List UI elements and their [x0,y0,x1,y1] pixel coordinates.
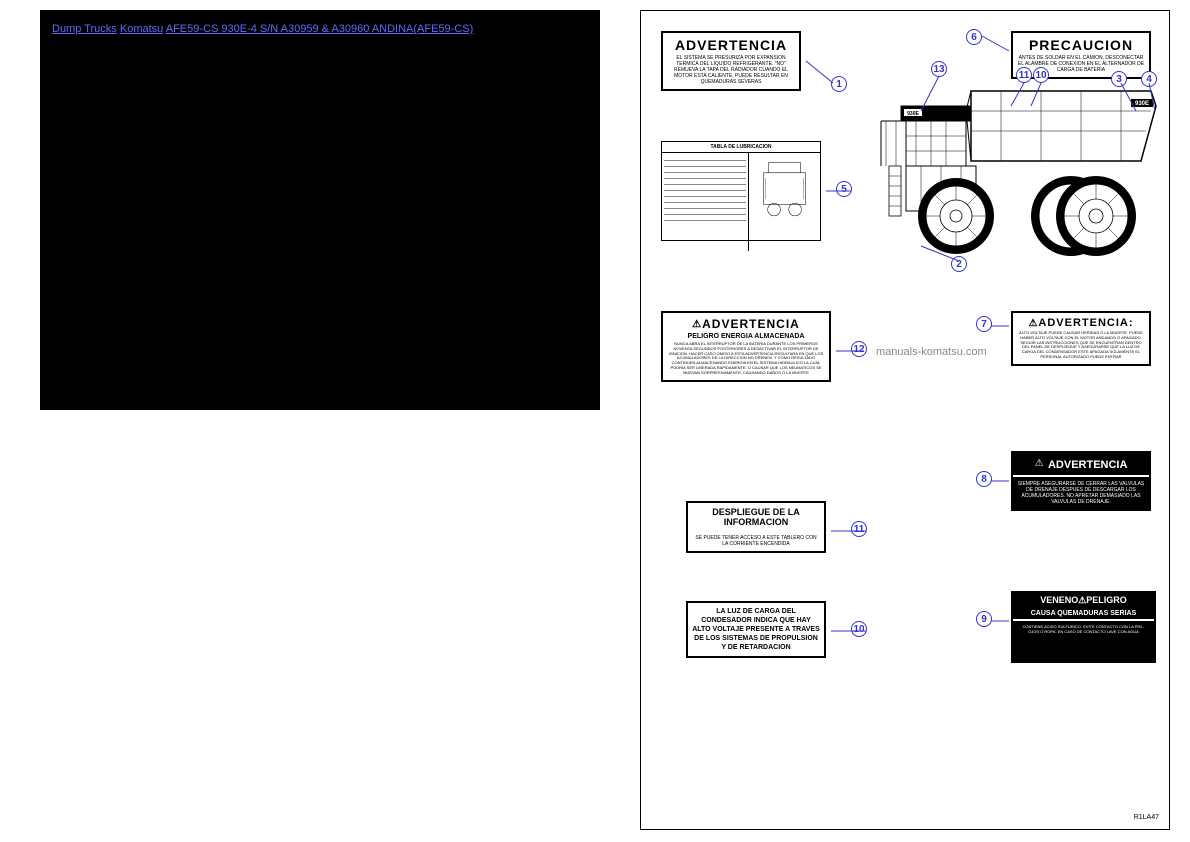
breadcrumb-link-1[interactable]: Dump Trucks [52,23,117,35]
diagram-panel: ADVERTENCIA EL SISTEMA SE PRESURIZA POR … [640,10,1170,830]
label-title: ⚠ADVERTENCIA: [1017,317,1145,329]
page-reference: R1LA47 [1134,814,1159,821]
label-body: EL SISTEMA SE PRESURIZA POR EXPANSION TE… [667,55,795,85]
lube-truck-illustration [749,153,820,251]
callout-11: 11 [851,521,867,537]
label-title: ⚠ADVERTENCIA [667,317,825,331]
svg-text:930E: 930E [907,111,919,117]
label-body: SIEMPRE ASEGURARSE DE CERRAR LAS VALVULA… [1013,477,1149,509]
label-luz-carga: LA LUZ DE CARGA DEL CONDESADOR INDICA QU… [686,601,826,658]
label-lubrication-chart: TABLA DE LUBRICACION [661,141,821,241]
callout-6: 6 [966,29,982,45]
callout-13: 13 [931,61,947,77]
watermark: manuals-komatsu.com [876,346,987,358]
left-panel: Dump Trucks Komatsu AFE59-CS 930E-4 S/N … [40,10,600,410]
label-body: CONTIENE ACIDO SULFURICO. EVITE CONTACTO… [1013,621,1154,661]
label-body: LA LUZ DE CARGA DEL CONDESADOR INDICA QU… [692,607,820,652]
label-subtitle: CAUSA QUEMADURAS SERIAS [1013,608,1154,619]
label-title: VENENO⚠PELIGRO [1013,593,1154,608]
lube-table [662,153,749,251]
label-body: SE PUEDE TENER ACCESO A ESTE TABLERO CON… [692,535,820,547]
label-title: ⚠ ADVERTENCIA [1013,453,1149,475]
callout-10: 10 [851,621,867,637]
callout-8: 8 [976,471,992,487]
breadcrumb: Dump Trucks Komatsu AFE59-CS 930E-4 S/N … [52,22,588,37]
label-advertencia-3: ⚠ADVERTENCIA: ALTO VOLTAJE PUEDE CAUSAR … [1011,311,1151,366]
callout-4: 4 [1141,71,1157,87]
callout-3: 3 [1111,71,1127,87]
label-veneno: VENENO⚠PELIGRO CAUSA QUEMADURAS SERIAS C… [1011,591,1156,663]
warning-triangle-icon: ⚠ [692,319,702,330]
callout-5: 5 [836,181,852,197]
callout-12: 12 [851,341,867,357]
label-body: ALTO VOLTAJE PUEDE CAUSAR HERIDAS O LA M… [1017,331,1145,360]
callout-1: 1 [831,76,847,92]
callout-11b: 11 [1016,67,1032,83]
truck-illustration: 930E 930E [871,71,1161,261]
label-subtitle: PELIGRO ENERGIA ALMACENADA [667,333,825,340]
warning-triangle-icon: ⚠ [1028,318,1038,329]
callout-10b: 10 [1033,67,1049,83]
callout-9: 9 [976,611,992,627]
warning-triangle-icon: ⚠ [1035,458,1044,469]
svg-text:930E: 930E [1135,101,1149,107]
label-advertencia-1: ADVERTENCIA EL SISTEMA SE PRESURIZA POR … [661,31,801,91]
label-advertencia-4: ⚠ ADVERTENCIA SIEMPRE ASEGURARSE DE CERR… [1011,451,1151,511]
breadcrumb-link-2[interactable]: Komatsu [120,23,163,35]
callout-2: 2 [951,256,967,272]
label-despliegue: DESPLIEGUE DE LA INFORMACION SE PUEDE TE… [686,501,826,553]
callout-7: 7 [976,316,992,332]
label-title: ADVERTENCIA [667,37,795,53]
label-title: DESPLIEGUE DE LA INFORMACION [692,507,820,527]
breadcrumb-link-3[interactable]: AFE59-CS 930E-4 S/N A30959 & A30960 ANDI… [166,23,474,35]
label-body: NUNCA ABRA EL INTERRUPTOR DE LA BATERIA … [667,342,825,376]
lube-title: TABLA DE LUBRICACION [662,142,820,153]
label-title: PRECAUCION [1017,37,1145,53]
label-advertencia-2: ⚠ADVERTENCIA PELIGRO ENERGIA ALMACENADA … [661,311,831,382]
